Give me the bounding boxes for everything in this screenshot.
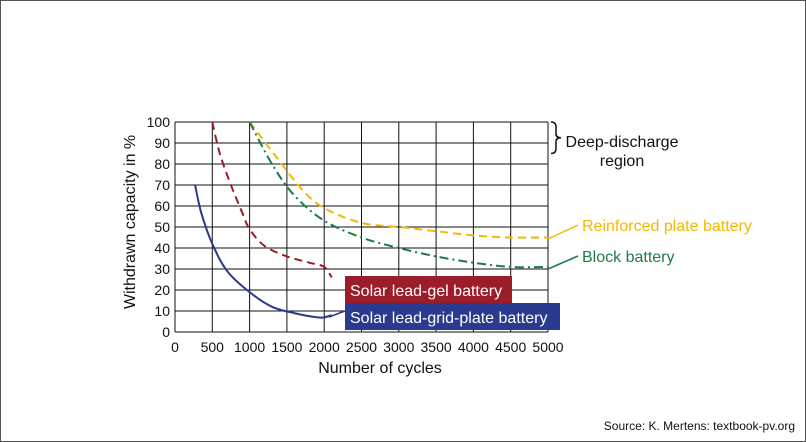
y-tick-label: 60 <box>154 198 170 214</box>
series-labels: Reinforced plate battery Block battery Sol… <box>328 218 752 330</box>
x-tick-label: 3500 <box>421 339 452 355</box>
deep-discharge-label-line2: region <box>600 153 644 170</box>
series-line-2 <box>211 121 333 278</box>
x-tick-label: 0 <box>171 339 179 355</box>
deep-discharge-brace <box>550 121 562 155</box>
series-line-0 <box>248 121 549 239</box>
series-label-3: Solar lead-grid-plate battery <box>350 310 547 327</box>
x-tick-label: 4000 <box>458 339 489 355</box>
x-tick-label: 1500 <box>271 339 302 355</box>
source-credit: Source: K. Mertens: textbook-pv.org <box>603 419 795 433</box>
series-label-0: Reinforced plate battery <box>582 218 752 235</box>
series-lines <box>194 121 549 319</box>
y-tick-label: 80 <box>154 156 170 172</box>
x-axis-ticks: 0 500 1000 1500 2000 2500 3000 3500 4000 4500 5000 <box>171 339 564 355</box>
series-label-2: Solar lead-gel battery <box>350 283 502 300</box>
x-axis-label: Number of cycles <box>318 360 442 377</box>
series-label-1: Block battery <box>582 249 674 266</box>
x-tick-label: 500 <box>201 339 225 355</box>
y-tick-label: 70 <box>154 177 170 193</box>
deep-discharge-label: Deep-discharge <box>566 134 679 151</box>
x-tick-label: 1000 <box>234 339 265 355</box>
x-tick-label: 3000 <box>383 339 414 355</box>
x-tick-label: 2000 <box>309 339 340 355</box>
leader-line-2 <box>328 310 346 318</box>
y-axis-ticks: 0 10 20 30 40 50 60 70 80 90 100 <box>147 114 171 340</box>
series-label-box-3 <box>345 303 560 330</box>
x-tick-label: 2500 <box>346 339 377 355</box>
y-tick-label: 30 <box>154 261 170 277</box>
y-tick-label: 40 <box>154 240 170 256</box>
series-line-3 <box>194 184 332 319</box>
y-tick-label: 20 <box>154 282 170 298</box>
leader-line-0 <box>547 224 579 240</box>
y-tick-label: 90 <box>154 135 170 151</box>
y-tick-label: 50 <box>154 219 170 235</box>
series-label-box-2 <box>345 276 512 303</box>
leader-line-1 <box>547 255 579 270</box>
y-axis-label: Withdrawn capacity in % <box>122 135 139 309</box>
y-tick-label: 0 <box>162 324 170 340</box>
series-line-1 <box>248 121 549 269</box>
x-tick-label: 4500 <box>495 339 526 355</box>
y-tick-label: 100 <box>147 114 171 130</box>
x-tick-label: 5000 <box>532 339 563 355</box>
y-tick-label: 10 <box>154 303 170 319</box>
